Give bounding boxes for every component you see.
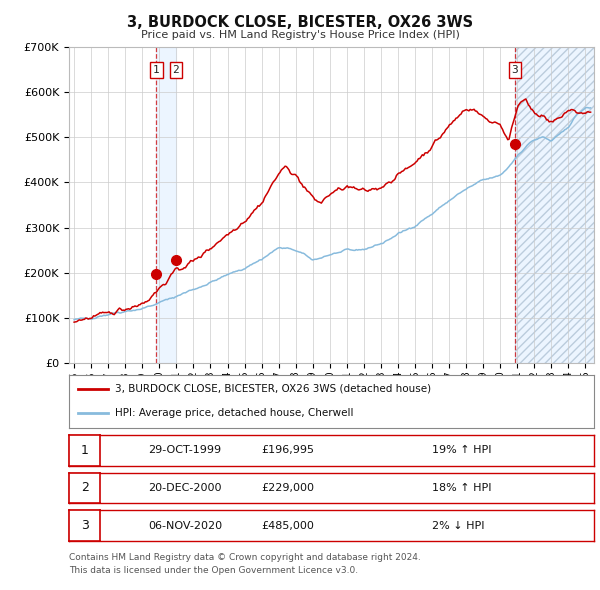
Text: HPI: Average price, detached house, Cherwell: HPI: Average price, detached house, Cher…: [115, 408, 354, 418]
Bar: [515, 47, 594, 363]
Text: 19% ↑ HPI: 19% ↑ HPI: [432, 445, 491, 455]
Bar: [157, 47, 176, 363]
Text: 20-DEC-2000: 20-DEC-2000: [148, 483, 222, 493]
Text: 1: 1: [80, 444, 89, 457]
Text: Price paid vs. HM Land Registry's House Price Index (HPI): Price paid vs. HM Land Registry's House …: [140, 31, 460, 40]
Text: 2: 2: [80, 481, 89, 494]
Text: £196,995: £196,995: [262, 445, 314, 455]
Text: 2: 2: [172, 65, 179, 75]
Text: Contains HM Land Registry data © Crown copyright and database right 2024.: Contains HM Land Registry data © Crown c…: [69, 553, 421, 562]
Bar: [515, 47, 594, 363]
Text: 18% ↑ HPI: 18% ↑ HPI: [432, 483, 491, 493]
Text: 3: 3: [511, 65, 518, 75]
Text: 06-NOV-2020: 06-NOV-2020: [148, 521, 223, 530]
Text: This data is licensed under the Open Government Licence v3.0.: This data is licensed under the Open Gov…: [69, 566, 358, 575]
Text: 1: 1: [153, 65, 160, 75]
Text: £229,000: £229,000: [262, 483, 314, 493]
Text: 3, BURDOCK CLOSE, BICESTER, OX26 3WS: 3, BURDOCK CLOSE, BICESTER, OX26 3WS: [127, 15, 473, 30]
Text: 2% ↓ HPI: 2% ↓ HPI: [432, 521, 485, 530]
Text: £485,000: £485,000: [262, 521, 314, 530]
Text: 3, BURDOCK CLOSE, BICESTER, OX26 3WS (detached house): 3, BURDOCK CLOSE, BICESTER, OX26 3WS (de…: [115, 384, 431, 394]
Text: 3: 3: [80, 519, 89, 532]
Text: 29-OCT-1999: 29-OCT-1999: [148, 445, 221, 455]
